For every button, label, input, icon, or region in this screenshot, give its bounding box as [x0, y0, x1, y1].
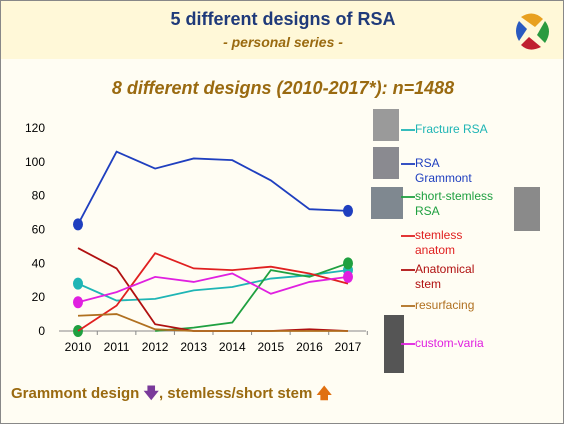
xray-image — [373, 109, 399, 141]
x-tick-label: 2015 — [258, 340, 285, 354]
x-tick-label: 2013 — [180, 340, 207, 354]
y-tick-label: 40 — [32, 256, 46, 270]
footer-text: Grammont design — [11, 385, 139, 402]
point-marker — [343, 205, 353, 217]
y-tick-label: 0 — [38, 324, 45, 338]
x-tick-label: 2012 — [142, 340, 169, 354]
point-marker — [73, 296, 83, 308]
x-tick-label: 2011 — [104, 340, 130, 354]
x-tick-label: 2017 — [335, 340, 362, 354]
legend-label: stemless anatom — [415, 228, 499, 258]
y-tick-label: 120 — [25, 121, 45, 135]
point-marker — [343, 271, 353, 283]
point-marker — [73, 218, 83, 230]
y-tick-label: 20 — [32, 290, 46, 304]
legend-label: resurfacing — [415, 298, 499, 313]
series-line — [78, 314, 348, 331]
point-marker — [73, 278, 83, 290]
series-line — [78, 270, 348, 300]
slide: 5 different designs of RSA - personal se… — [0, 0, 564, 424]
xray-image — [373, 147, 399, 179]
xray-image — [371, 187, 403, 219]
series-line — [78, 152, 348, 225]
footer: Grammont design 🡇, stemless/short stem 🡅 — [11, 383, 332, 408]
x-tick-label: 2016 — [296, 340, 323, 354]
series-line — [155, 263, 348, 331]
point-marker — [343, 257, 353, 269]
y-tick-label: 100 — [25, 155, 45, 169]
chart-title: 8 different designs (2010-2017*): n=1488 — [112, 78, 454, 98]
y-tick-label: 80 — [32, 189, 46, 203]
arrow-up-icon: 🡅 — [317, 385, 332, 402]
legend-label: Anatomical stem — [415, 262, 499, 292]
legend-label: custom-varia — [415, 336, 499, 351]
xray-image — [514, 187, 540, 231]
x-tick-label: 2014 — [219, 340, 246, 354]
arrow-down-icon: 🡇 — [144, 385, 159, 402]
legend-label: Fracture RSA — [415, 122, 499, 137]
legend-label: short-stemless RSA — [415, 189, 499, 219]
header-subtitle: - personal series - — [223, 34, 343, 50]
x-tick-label: 2010 — [65, 340, 92, 354]
footer-text: , stemless/short stem — [159, 385, 312, 402]
header-title: 5 different designs of RSA — [170, 9, 395, 29]
y-tick-label: 60 — [32, 223, 46, 237]
legend-label: RSA Grammont — [415, 156, 499, 186]
